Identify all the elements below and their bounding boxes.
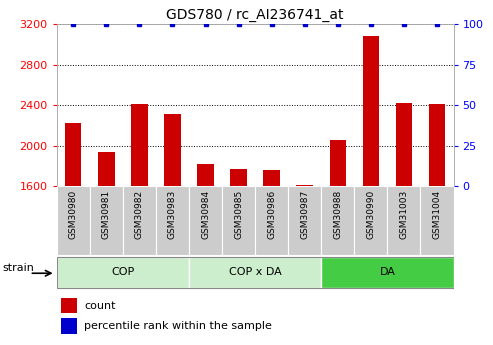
Bar [61, 298, 76, 313]
Bar [296, 185, 313, 186]
Text: GSM30985: GSM30985 [234, 190, 243, 239]
Bar [329, 140, 346, 186]
Bar [396, 103, 412, 186]
Text: GSM30981: GSM30981 [102, 190, 111, 239]
Bar [363, 36, 379, 186]
Text: DA: DA [380, 267, 395, 277]
Bar [354, 186, 387, 255]
Text: GSM30983: GSM30983 [168, 190, 177, 239]
Bar [387, 186, 421, 255]
Text: GSM30990: GSM30990 [366, 190, 375, 239]
Text: GSM30982: GSM30982 [135, 190, 144, 239]
Text: percentile rank within the sample: percentile rank within the sample [84, 321, 272, 331]
Bar [65, 124, 81, 186]
Text: GSM30986: GSM30986 [267, 190, 276, 239]
Bar [288, 186, 321, 255]
Bar [421, 186, 454, 255]
Text: GSM31004: GSM31004 [432, 190, 442, 239]
Bar [90, 186, 123, 255]
Text: GSM30984: GSM30984 [201, 190, 210, 239]
Bar [61, 318, 76, 334]
Bar [230, 169, 247, 186]
Bar [189, 186, 222, 255]
Bar [189, 257, 321, 288]
Text: COP x DA: COP x DA [229, 267, 282, 277]
Bar [321, 186, 354, 255]
Bar [197, 164, 214, 186]
Text: strain: strain [3, 264, 35, 273]
Bar [57, 186, 90, 255]
Text: count: count [84, 301, 116, 311]
Bar [156, 186, 189, 255]
Bar [263, 170, 280, 186]
Bar [57, 257, 189, 288]
Bar [222, 186, 255, 255]
Bar [98, 152, 114, 186]
Bar [123, 186, 156, 255]
Title: GDS780 / rc_AI236741_at: GDS780 / rc_AI236741_at [166, 8, 344, 22]
Bar [131, 104, 147, 186]
Bar [255, 186, 288, 255]
Text: COP: COP [111, 267, 135, 277]
Bar [164, 114, 181, 186]
Text: GSM30980: GSM30980 [69, 190, 78, 239]
Bar [321, 257, 454, 288]
Text: GSM30987: GSM30987 [300, 190, 309, 239]
Text: GSM30988: GSM30988 [333, 190, 342, 239]
Bar [429, 104, 445, 186]
Text: GSM31003: GSM31003 [399, 190, 409, 239]
